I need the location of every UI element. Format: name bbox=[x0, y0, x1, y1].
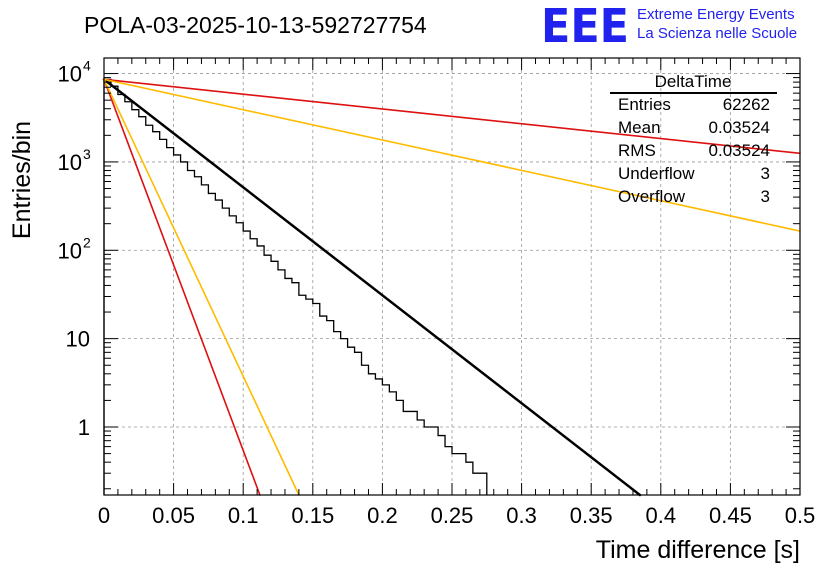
stats-row-value: 3 bbox=[761, 187, 770, 206]
eee-logo-line2: La Scienza nelle Scuole bbox=[637, 25, 797, 42]
stats-row-label: Overflow bbox=[618, 187, 686, 206]
x-tick-label: 0.25 bbox=[431, 503, 474, 528]
stats-box-rows: Entries 62262 Mean 0.03524 RMS 0.03524 Underfl… bbox=[618, 95, 770, 206]
line-fit-black bbox=[102, 78, 642, 497]
y-tick-label: 10 2 bbox=[58, 234, 91, 263]
chart-title: POLA-03-2025-10-13-592727754 bbox=[84, 12, 427, 38]
line-orange-slow bbox=[103, 78, 801, 232]
stats-row-label: Underflow bbox=[618, 164, 695, 183]
eee-logo: EEE Extreme Energy Events La Scienza nel… bbox=[541, 0, 797, 53]
stats-row-label: RMS bbox=[618, 141, 656, 160]
y-axis-label: Entries/bin bbox=[8, 121, 36, 239]
fit-lines bbox=[102, 78, 801, 497]
histogram-outline bbox=[103, 78, 488, 495]
stats-row-value: 0.03524 bbox=[709, 118, 770, 137]
eee-logo-line1: Extreme Energy Events bbox=[637, 6, 795, 23]
stats-row-value: 0.03524 bbox=[709, 141, 770, 160]
y-tick-label-exponent: 4 bbox=[83, 58, 91, 74]
x-tick-label: 0.4 bbox=[646, 503, 677, 528]
x-tick-label: 0 bbox=[98, 503, 110, 528]
histogram bbox=[103, 78, 488, 495]
stats-row-label: Mean bbox=[618, 118, 661, 137]
y-tick-label: 10 bbox=[66, 327, 90, 352]
stats-box: DeltaTime Entries 62262 Mean 0.03524 RMS 0.03… bbox=[610, 72, 777, 206]
grid bbox=[104, 58, 800, 495]
y-tick-label: 1 bbox=[78, 415, 90, 440]
y-tick-label-exponent: 3 bbox=[83, 146, 91, 162]
line-red-fast bbox=[103, 78, 261, 496]
x-tick-label: 0.2 bbox=[367, 503, 398, 528]
x-axis-label: Time difference [s] bbox=[596, 536, 800, 564]
line-red-slow bbox=[103, 78, 801, 155]
y-tick-label: 10 3 bbox=[58, 146, 91, 175]
x-tick-label: 0.5 bbox=[785, 503, 816, 528]
x-tick-labels: 0 0.05 0.1 0.15 0.2 0.25 0.3 0.35 0.4 0.45 0.5 bbox=[98, 503, 815, 528]
x-tick-label: 0.3 bbox=[506, 503, 537, 528]
eee-logo-mark: EEE bbox=[541, 0, 629, 53]
x-tick-label: 0.35 bbox=[570, 503, 613, 528]
stats-box-title: DeltaTime bbox=[655, 72, 732, 91]
y-tick-label-base: 10 bbox=[58, 150, 82, 175]
stats-row-label: Entries bbox=[618, 95, 671, 114]
line-orange-fast bbox=[103, 78, 300, 496]
stats-row-value: 3 bbox=[761, 164, 770, 183]
y-tick-label: 10 4 bbox=[58, 58, 91, 87]
y-tick-label-base: 10 bbox=[58, 62, 82, 87]
x-tick-label: 0.15 bbox=[291, 503, 334, 528]
y-tick-label-exponent: 2 bbox=[83, 234, 91, 250]
y-tick-label-base: 10 bbox=[58, 238, 82, 263]
x-tick-label: 0.05 bbox=[152, 503, 195, 528]
stats-row-value: 62262 bbox=[723, 95, 770, 114]
axis-ticks bbox=[103, 58, 801, 495]
x-tick-label: 0.45 bbox=[709, 503, 752, 528]
x-tick-label: 0.1 bbox=[228, 503, 259, 528]
